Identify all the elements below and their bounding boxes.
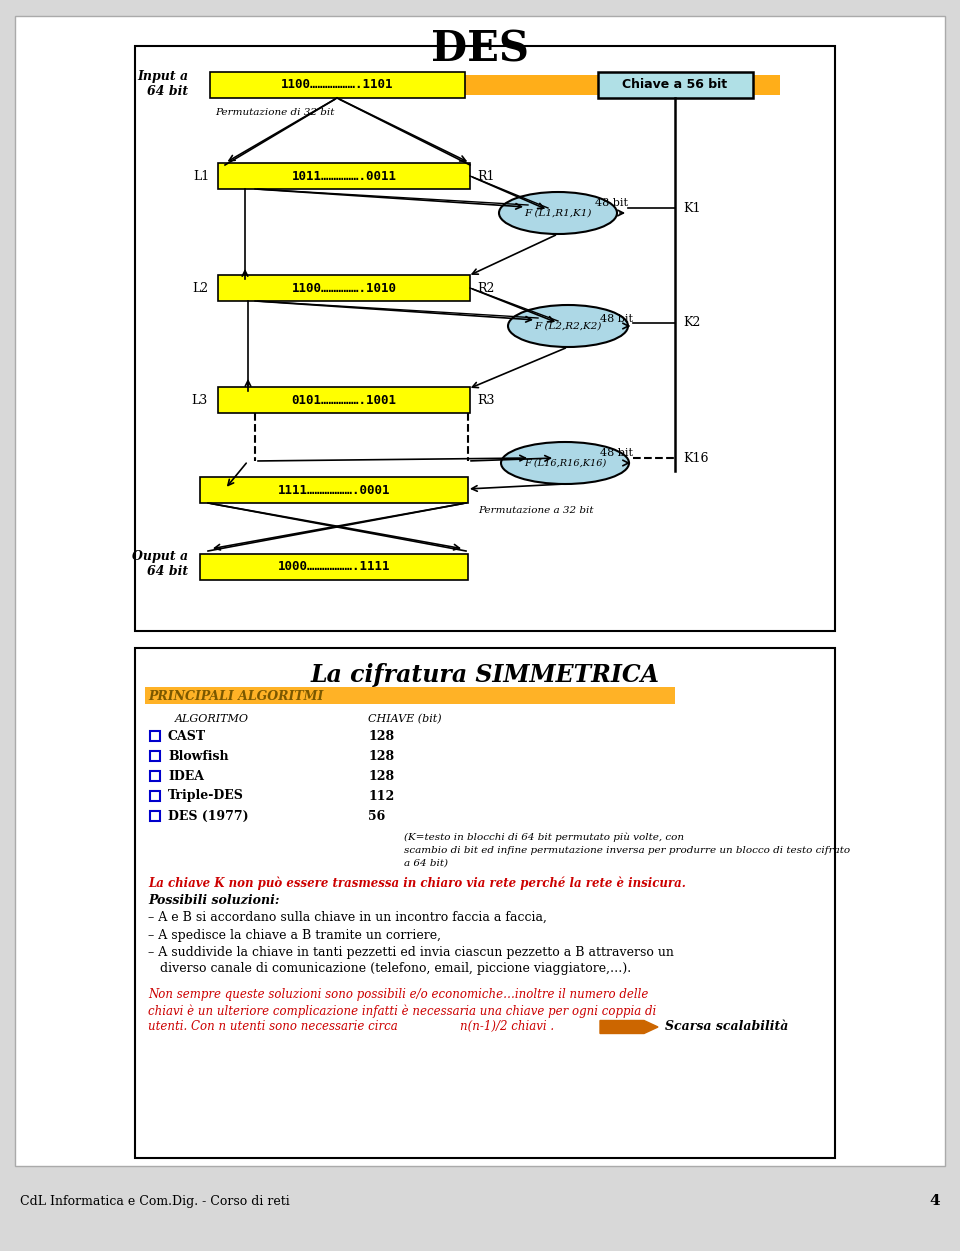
Text: 1100……………….1101: 1100……………….1101	[281, 79, 394, 91]
FancyBboxPatch shape	[210, 73, 465, 98]
Text: Chiave a 56 bit: Chiave a 56 bit	[622, 79, 728, 91]
Text: 128: 128	[368, 729, 395, 743]
Text: La chiave K non può essere trasmessa in chiaro via rete perché la rete è insicur: La chiave K non può essere trasmessa in …	[148, 876, 685, 889]
Text: CdL Informatica e Com.Dig. - Corso di reti: CdL Informatica e Com.Dig. - Corso di re…	[20, 1195, 290, 1207]
Text: K2: K2	[683, 317, 701, 329]
Text: Non sempre queste soluzioni sono possibili e/o economiche…inoltre il numero dell: Non sempre queste soluzioni sono possibi…	[148, 988, 648, 1001]
Text: 0101…………….1001: 0101…………….1001	[292, 394, 396, 407]
Text: 1011…………….0011: 1011…………….0011	[292, 169, 396, 183]
Text: Input a
64 bit: Input a 64 bit	[137, 70, 188, 98]
FancyBboxPatch shape	[218, 387, 470, 413]
Text: Ouput a
64 bit: Ouput a 64 bit	[132, 550, 188, 578]
Text: 112: 112	[368, 789, 395, 802]
Text: K1: K1	[683, 201, 701, 214]
Text: R3: R3	[477, 394, 494, 407]
Text: 48 bit: 48 bit	[600, 314, 633, 324]
FancyBboxPatch shape	[135, 46, 835, 631]
Text: scambio di bit ed infine permutazione inversa per produrre un blocco di testo ci: scambio di bit ed infine permutazione in…	[404, 846, 851, 854]
Text: La cifratura SIMMETRICA: La cifratura SIMMETRICA	[310, 663, 660, 687]
Text: F (L16,R16,K16): F (L16,R16,K16)	[524, 459, 606, 468]
FancyBboxPatch shape	[210, 75, 780, 95]
Text: – A e B si accordano sulla chiave in un incontro faccia a faccia,: – A e B si accordano sulla chiave in un …	[148, 911, 547, 924]
Text: L1: L1	[194, 170, 210, 184]
Text: – A spedisce la chiave a B tramite un corriere,: – A spedisce la chiave a B tramite un co…	[148, 929, 441, 942]
FancyBboxPatch shape	[145, 687, 675, 704]
FancyBboxPatch shape	[150, 731, 160, 741]
FancyBboxPatch shape	[15, 16, 945, 1166]
Text: 1100…………….1010: 1100…………….1010	[292, 281, 396, 294]
Text: DES: DES	[431, 29, 529, 71]
Text: CHIAVE (bit): CHIAVE (bit)	[368, 714, 442, 724]
Text: F (L1,R1,K1): F (L1,R1,K1)	[524, 209, 591, 218]
Text: a 64 bit): a 64 bit)	[404, 859, 448, 868]
Text: IDEA: IDEA	[168, 769, 204, 782]
Text: – A suddivide la chiave in tanti pezzetti ed invia ciascun pezzetto a B attraver: – A suddivide la chiave in tanti pezzett…	[148, 946, 674, 960]
Text: Permutazione di 32 bit: Permutazione di 32 bit	[215, 108, 334, 118]
Text: L3: L3	[192, 394, 208, 407]
Text: Triple-DES: Triple-DES	[168, 789, 244, 802]
FancyArrow shape	[600, 1021, 658, 1033]
FancyBboxPatch shape	[218, 163, 470, 189]
Text: Scarsa scalabilità: Scarsa scalabilità	[665, 1021, 788, 1033]
Text: CAST: CAST	[168, 729, 206, 743]
FancyBboxPatch shape	[150, 751, 160, 761]
Text: 1111……………….0001: 1111……………….0001	[277, 483, 391, 497]
FancyBboxPatch shape	[200, 554, 468, 580]
Text: utenti. Con n utenti sono necessarie circa: utenti. Con n utenti sono necessarie cir…	[148, 1020, 401, 1033]
Text: ALGORITMO: ALGORITMO	[175, 714, 249, 724]
Ellipse shape	[508, 305, 628, 347]
Text: n(n-1)/2 chiavi .: n(n-1)/2 chiavi .	[460, 1020, 554, 1033]
Text: 4: 4	[929, 1193, 940, 1208]
Text: L2: L2	[192, 281, 208, 294]
Ellipse shape	[501, 442, 629, 484]
FancyBboxPatch shape	[150, 791, 160, 801]
Text: (K=testo in blocchi di 64 bit permutato più volte, con: (K=testo in blocchi di 64 bit permutato …	[404, 833, 684, 842]
Text: DES (1977): DES (1977)	[168, 809, 249, 822]
Text: R1: R1	[477, 170, 494, 184]
FancyBboxPatch shape	[200, 477, 468, 503]
Text: R2: R2	[477, 281, 494, 294]
FancyBboxPatch shape	[135, 648, 835, 1158]
Text: Permutazione a 32 bit: Permutazione a 32 bit	[478, 505, 593, 515]
FancyBboxPatch shape	[598, 73, 753, 98]
Text: 48 bit: 48 bit	[595, 198, 628, 208]
Text: Blowfish: Blowfish	[168, 749, 228, 763]
Text: 48 bit: 48 bit	[600, 448, 633, 458]
Text: diverso canale di comunicazione (telefono, email, piccione viaggiatore,…).: diverso canale di comunicazione (telefon…	[148, 962, 631, 975]
FancyBboxPatch shape	[150, 811, 160, 821]
Text: PRINCIPALI ALGORITMI: PRINCIPALI ALGORITMI	[148, 689, 324, 703]
Text: chiavi è un ulteriore complicazione infatti è necessaria una chiave per ogni cop: chiavi è un ulteriore complicazione infa…	[148, 1005, 657, 1017]
Text: K16: K16	[683, 452, 708, 464]
Text: Possibili soluzioni:: Possibili soluzioni:	[148, 894, 279, 907]
Text: F (L2,R2,K2): F (L2,R2,K2)	[535, 322, 602, 330]
Text: 1000……………….1111: 1000……………….1111	[277, 560, 391, 573]
Text: 128: 128	[368, 749, 395, 763]
Text: 56: 56	[368, 809, 385, 822]
FancyBboxPatch shape	[218, 275, 470, 301]
FancyBboxPatch shape	[150, 771, 160, 781]
Text: 128: 128	[368, 769, 395, 782]
Ellipse shape	[499, 191, 617, 234]
